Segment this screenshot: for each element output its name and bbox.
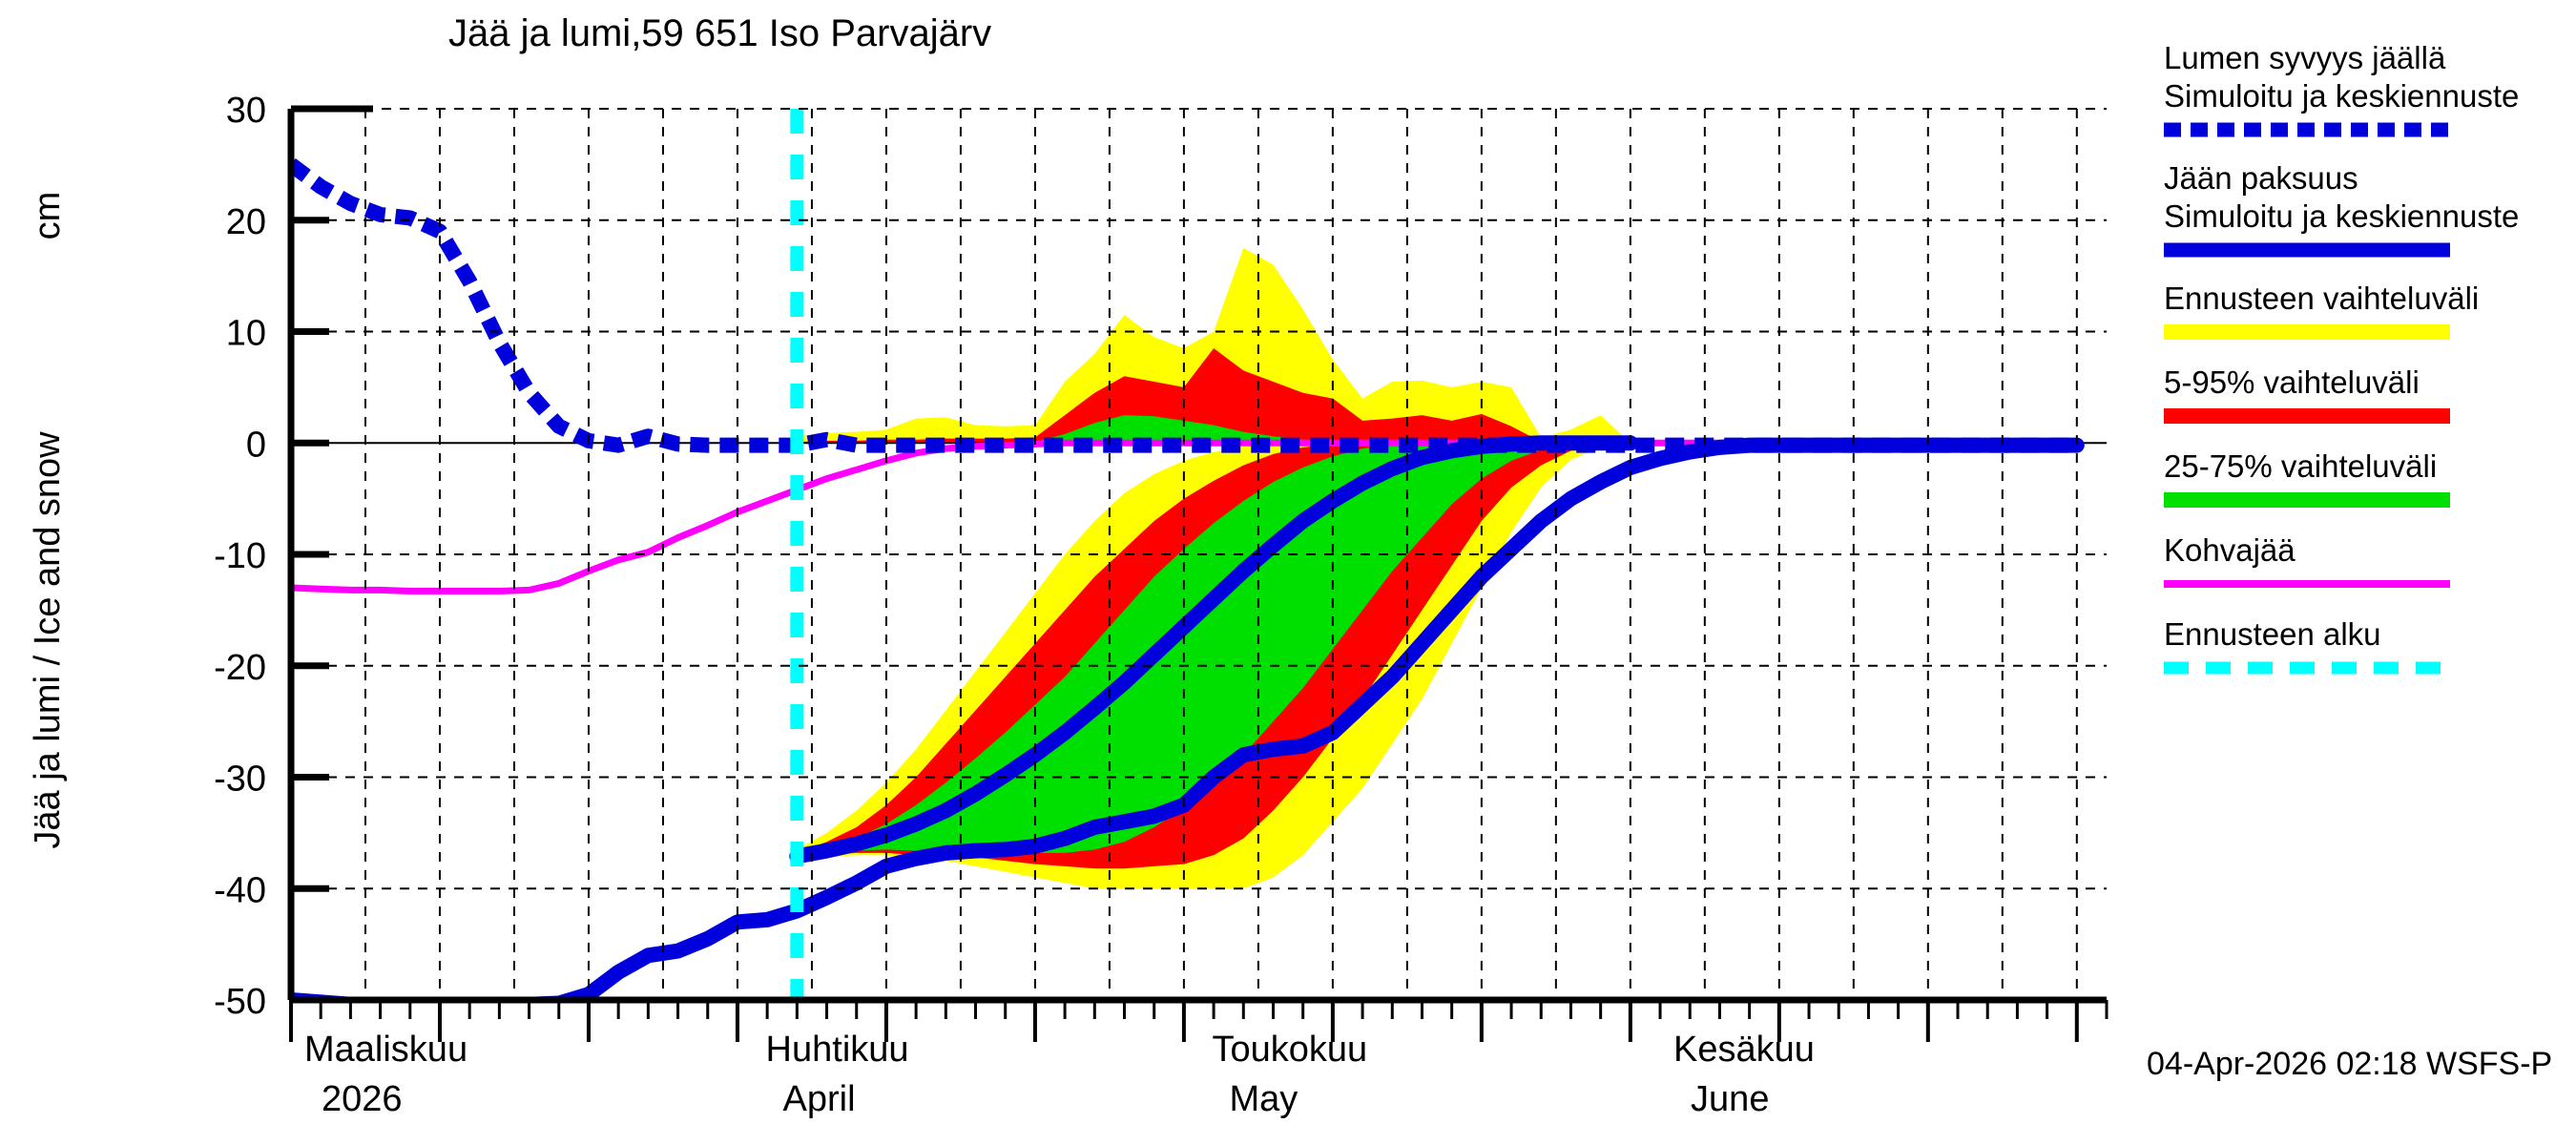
y-tick-label: -30	[214, 760, 266, 800]
legend-swatch-band	[2164, 408, 2450, 424]
y-tick-label: 20	[226, 202, 266, 242]
y-axis-unit: cm	[28, 192, 68, 240]
x-month-label-en: June	[1691, 1079, 1769, 1119]
y-tick-label: -50	[214, 982, 266, 1022]
legend-item: 25-75% vaihteluväli	[2164, 448, 2450, 508]
legend-item: Ennusteen alku	[2164, 616, 2450, 675]
x-month-label-fi: Maaliskuu	[304, 1030, 467, 1070]
x-month-label-fi: Kesäkuu	[1673, 1030, 1815, 1070]
y-tick-label: -20	[214, 648, 266, 688]
forecast-band-5-95-snow	[797, 348, 1631, 444]
forecast-band-outer-snow	[797, 247, 1631, 444]
legend-title: 5-95% vaihteluväli	[2164, 364, 2420, 400]
legend-swatch-band	[2164, 492, 2450, 508]
legend-title: 25-75% vaihteluväli	[2164, 448, 2437, 484]
chart-title: Jää ja lumi,59 651 Iso Parvajärv	[448, 12, 991, 54]
y-axis-title: Jää ja lumi / Ice and snow	[28, 431, 68, 849]
plot-area	[291, 109, 2107, 1000]
legend-item: Kohvajää	[2164, 532, 2450, 588]
legend-item: Ennusteen vaihteluväli	[2164, 281, 2479, 340]
legend-subtitle: Simuloitu ja keskiennuste	[2164, 198, 2519, 234]
y-tick-label: 0	[246, 425, 266, 465]
y-tick-label: 10	[226, 314, 266, 354]
legend-title: Lumen syvyys jäällä	[2164, 40, 2446, 75]
legend-title: Ennusteen alku	[2164, 616, 2381, 652]
legend-swatch-band	[2164, 324, 2450, 340]
forecast-band-25-75-snow	[797, 415, 1631, 444]
x-month-label-en: April	[783, 1079, 856, 1119]
forecast-band-25-75-ice	[797, 443, 1631, 858]
legend-item: 5-95% vaihteluväli	[2164, 364, 2450, 424]
y-tick-label: -10	[214, 536, 266, 576]
legend-subtitle: Simuloitu ja keskiennuste	[2164, 78, 2519, 114]
timestamp-label: 04-Apr-2026 02:18 WSFS-P	[2147, 1046, 2552, 1082]
x-month-label-fi: Toukokuu	[1213, 1030, 1368, 1070]
legend-title: Kohvajää	[2164, 532, 2296, 568]
x-month-label-fi: Huhtikuu	[766, 1030, 909, 1070]
legend-title: Ennusteen vaihteluväli	[2164, 281, 2479, 316]
x-month-label-en: May	[1230, 1079, 1298, 1119]
y-tick-label: -40	[214, 870, 266, 910]
legend-title: Jään paksuus	[2164, 160, 2358, 196]
x-month-label-en: 2026	[322, 1079, 403, 1119]
y-tick-label: 30	[226, 91, 266, 131]
